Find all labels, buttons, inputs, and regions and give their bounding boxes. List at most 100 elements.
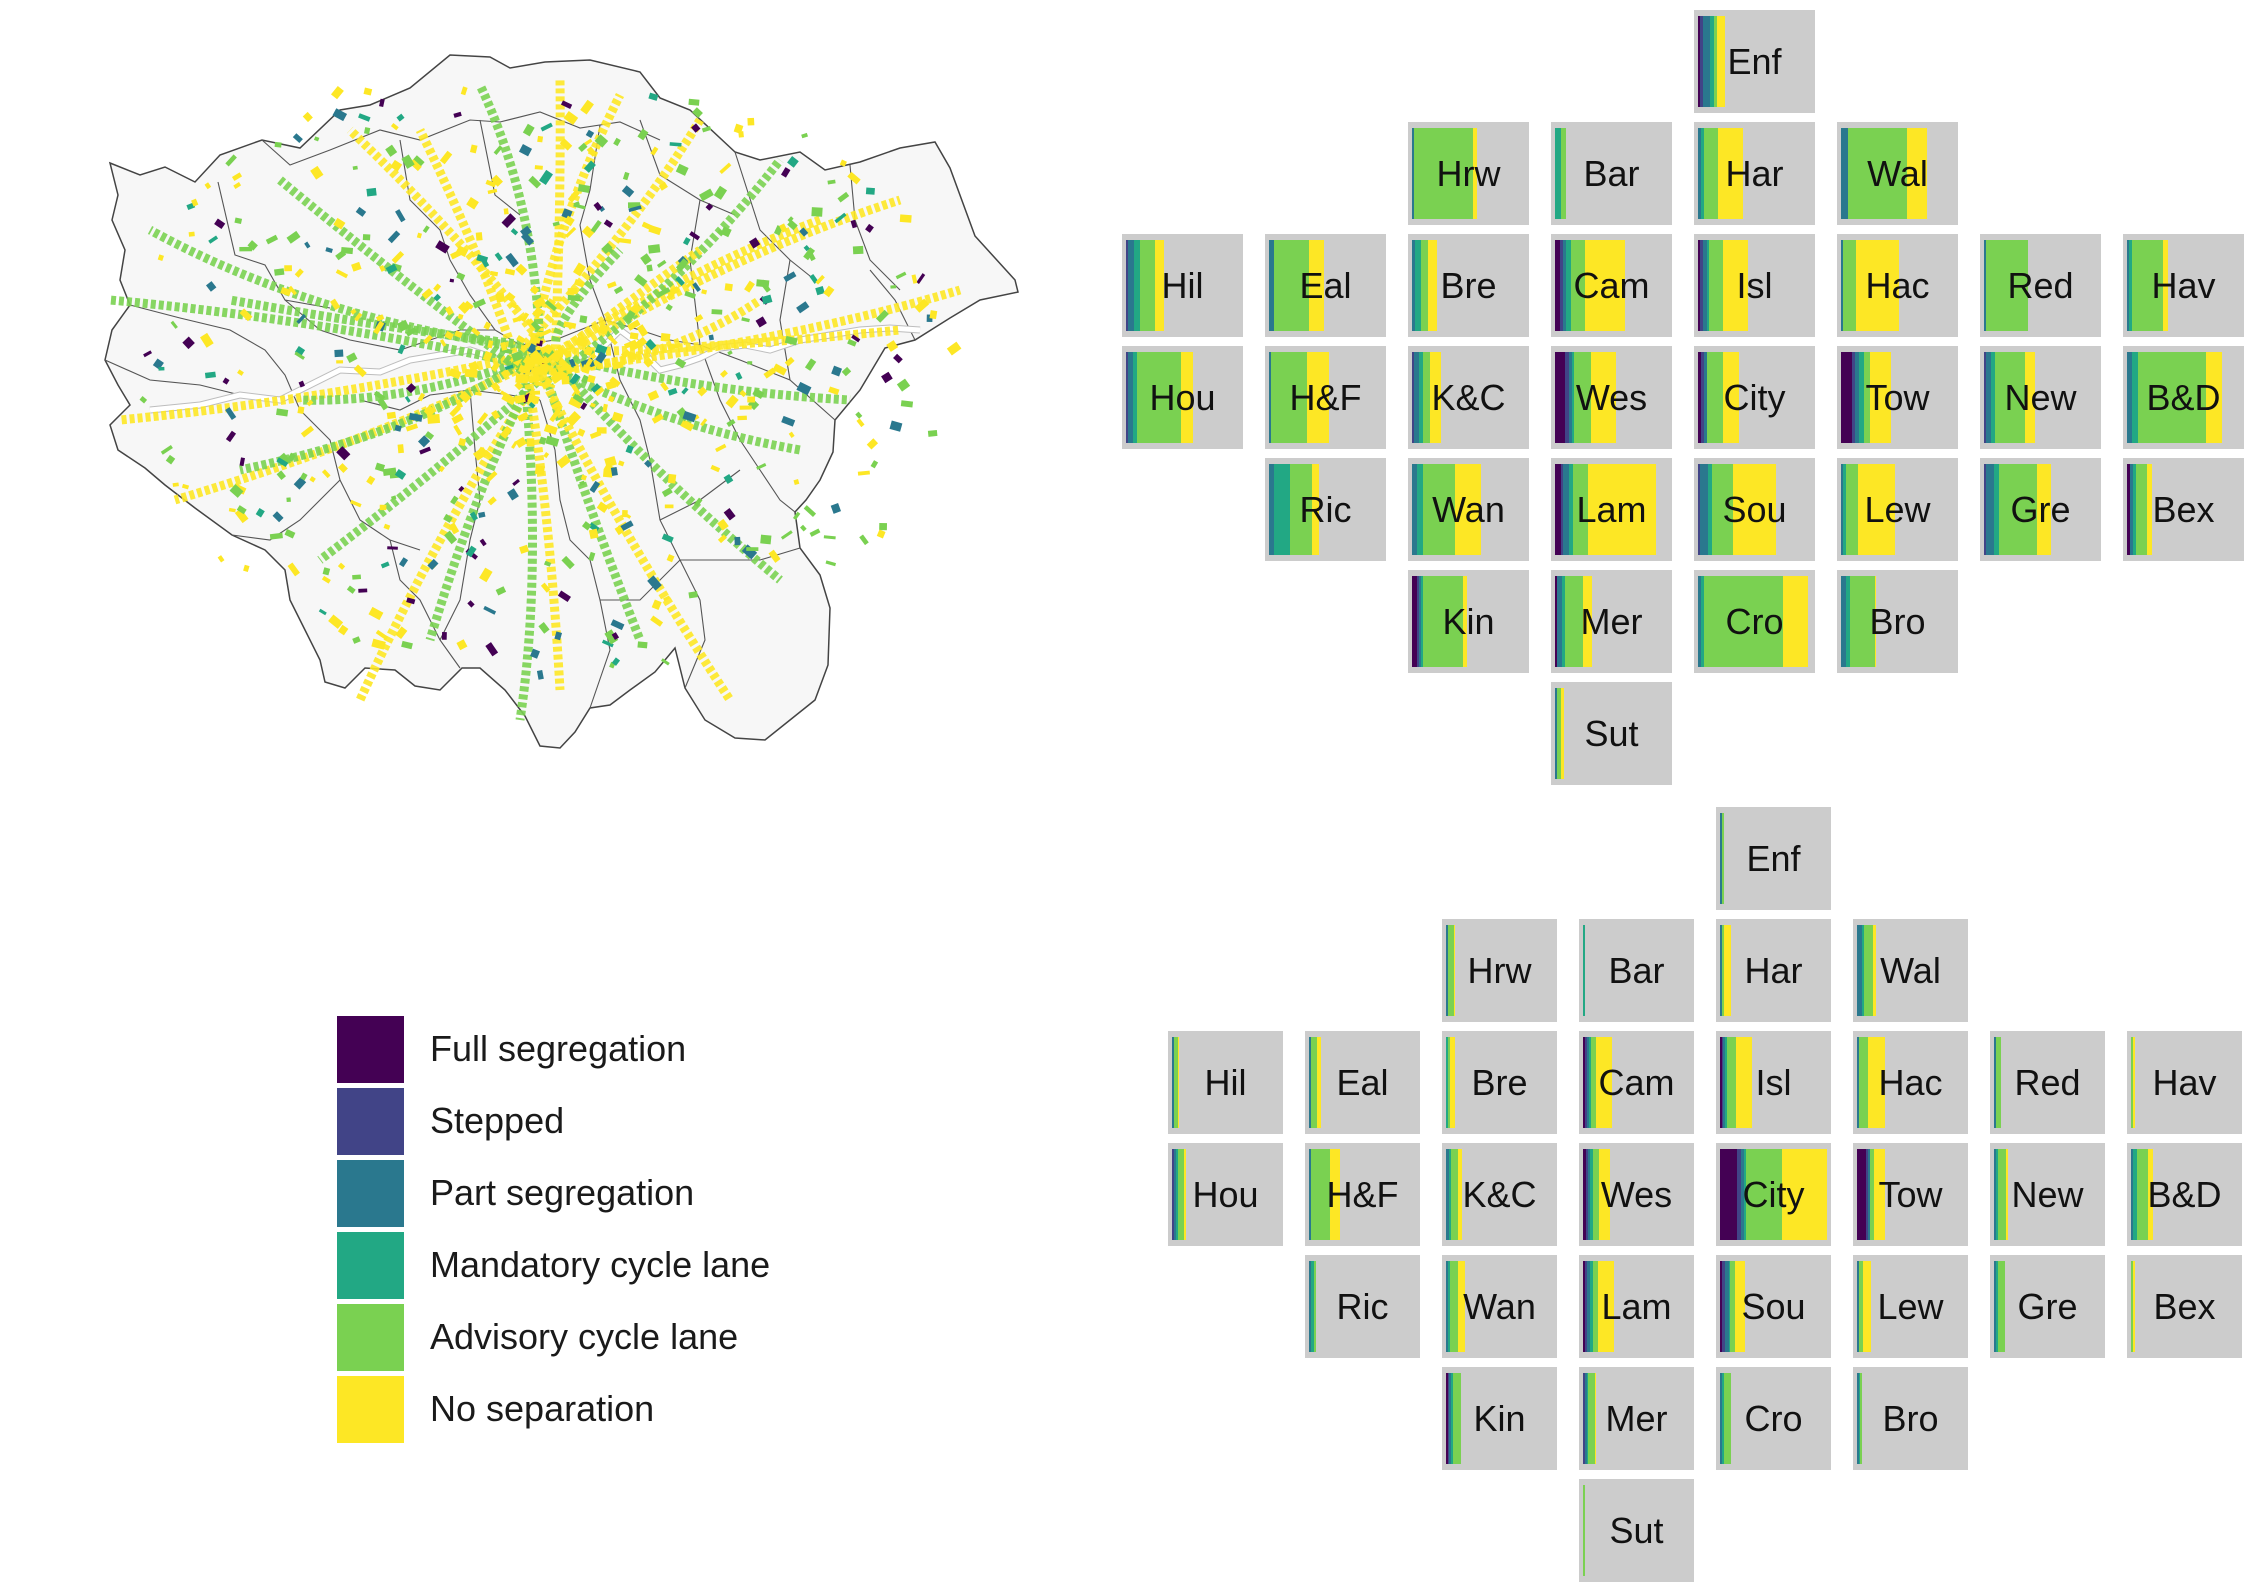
bar-segment-mandatory bbox=[1701, 576, 1704, 667]
route-segment bbox=[560, 420, 567, 425]
route-segment bbox=[889, 420, 903, 432]
route-segment bbox=[796, 381, 812, 396]
bar-segment-part bbox=[1841, 464, 1844, 555]
bar-segment-advisory bbox=[1721, 813, 1724, 904]
route-segment bbox=[588, 528, 599, 540]
route-segment bbox=[515, 374, 529, 384]
borough-tile: Hou bbox=[1122, 346, 1243, 449]
route-segment bbox=[585, 358, 594, 368]
bar-segment-advisory bbox=[1863, 352, 1871, 443]
bar-segment-advisory bbox=[1583, 1485, 1586, 1576]
bar-segment-part bbox=[1562, 240, 1567, 331]
route-segment bbox=[727, 350, 733, 356]
route-segment bbox=[217, 555, 225, 563]
route-segment bbox=[170, 320, 178, 329]
bar-segment-part bbox=[1720, 1373, 1723, 1464]
bar-segment-part bbox=[1854, 352, 1860, 443]
borough-tile: Red bbox=[1980, 234, 2101, 337]
bar-segment-advisory bbox=[1450, 1261, 1458, 1352]
borough-tile: B&D bbox=[2127, 1143, 2242, 1246]
route-segment bbox=[680, 419, 695, 432]
borough-label: H&F bbox=[1289, 376, 1362, 418]
route-segment bbox=[661, 487, 673, 498]
route-segment bbox=[288, 285, 297, 296]
borough-stacked-bar bbox=[1720, 813, 1724, 904]
route-segment bbox=[485, 470, 498, 483]
borough-label: Enf bbox=[1727, 40, 1782, 82]
route-segment bbox=[784, 335, 798, 346]
route-segment bbox=[586, 146, 597, 157]
cycle-route bbox=[517, 117, 704, 354]
borough-stacked-bar bbox=[1126, 352, 1193, 443]
route-segment bbox=[715, 443, 727, 453]
route-segment bbox=[330, 85, 344, 100]
borough-label: Eal bbox=[1299, 264, 1352, 306]
route-segment bbox=[287, 452, 296, 462]
route-segment bbox=[472, 298, 486, 309]
route-segment bbox=[293, 476, 307, 490]
route-segment bbox=[710, 464, 721, 473]
bar-segment-mandatory bbox=[1859, 352, 1864, 443]
route-segment bbox=[234, 508, 249, 524]
route-segment bbox=[350, 308, 357, 315]
borough-stacked-bar bbox=[1446, 1149, 1462, 1240]
route-segment bbox=[809, 273, 819, 284]
bar-segment-part bbox=[1984, 240, 1987, 331]
borough-tile: H&F bbox=[1305, 1143, 1420, 1246]
route-segment bbox=[589, 430, 602, 439]
borough-tile: Sut bbox=[1551, 682, 1672, 785]
bar-segment-mandatory bbox=[1416, 464, 1424, 555]
bar-segment-none bbox=[2148, 1149, 2154, 1240]
route-segment bbox=[265, 234, 279, 245]
route-segment bbox=[666, 554, 675, 563]
route-segment bbox=[231, 172, 243, 181]
route-segment bbox=[485, 642, 499, 657]
route-segment bbox=[540, 122, 553, 132]
route-segment bbox=[556, 454, 571, 469]
bar-segment-part bbox=[1584, 1373, 1587, 1464]
bar-segment-mandatory bbox=[1451, 1373, 1454, 1464]
route-segment bbox=[475, 391, 482, 396]
route-segment bbox=[744, 280, 755, 293]
route-segment bbox=[469, 144, 478, 154]
route-segment bbox=[529, 336, 541, 344]
route-segment bbox=[340, 247, 354, 255]
route-segment bbox=[514, 381, 524, 391]
route-segment bbox=[346, 352, 358, 363]
borough-stacked-bar bbox=[1583, 1149, 1610, 1240]
borough-tile: Hac bbox=[1837, 234, 1958, 337]
route-segment bbox=[157, 254, 164, 262]
borough-label: Kin bbox=[1442, 600, 1495, 642]
bar-segment-full bbox=[1583, 1037, 1585, 1128]
bar-segment-full bbox=[1583, 1149, 1587, 1240]
bar-segment-advisory bbox=[1421, 240, 1428, 331]
route-segment bbox=[286, 230, 301, 244]
borough-tile: Wan bbox=[1442, 1255, 1557, 1358]
route-segment bbox=[691, 123, 701, 133]
borough-stacked-bar bbox=[1720, 1373, 1731, 1464]
route-segment bbox=[605, 380, 617, 390]
bar-segment-mandatory bbox=[1583, 925, 1586, 1016]
bar-segment-part bbox=[1562, 464, 1569, 555]
route-segment bbox=[444, 530, 458, 545]
route-segment bbox=[568, 396, 583, 409]
route-segment bbox=[528, 375, 540, 384]
route-segment bbox=[544, 299, 557, 312]
route-segment bbox=[335, 269, 349, 279]
route-segment bbox=[886, 340, 899, 352]
bar-segment-full bbox=[1698, 16, 1701, 107]
route-segment bbox=[573, 279, 585, 288]
bar-segment-mandatory bbox=[1996, 1261, 1999, 1352]
route-segment bbox=[581, 364, 591, 374]
bar-segment-none bbox=[1722, 240, 1748, 331]
bar-segment-advisory bbox=[1859, 1037, 1868, 1128]
route-segment bbox=[666, 291, 675, 301]
borough-label: New bbox=[2004, 376, 2077, 418]
route-segment bbox=[458, 301, 471, 314]
borough-label: B&D bbox=[2147, 1173, 2222, 1215]
borough-label: Hil bbox=[1161, 264, 1204, 306]
cycle-route bbox=[520, 195, 902, 384]
route-segment bbox=[658, 182, 668, 191]
route-segment bbox=[386, 411, 397, 420]
route-segment bbox=[228, 507, 236, 513]
